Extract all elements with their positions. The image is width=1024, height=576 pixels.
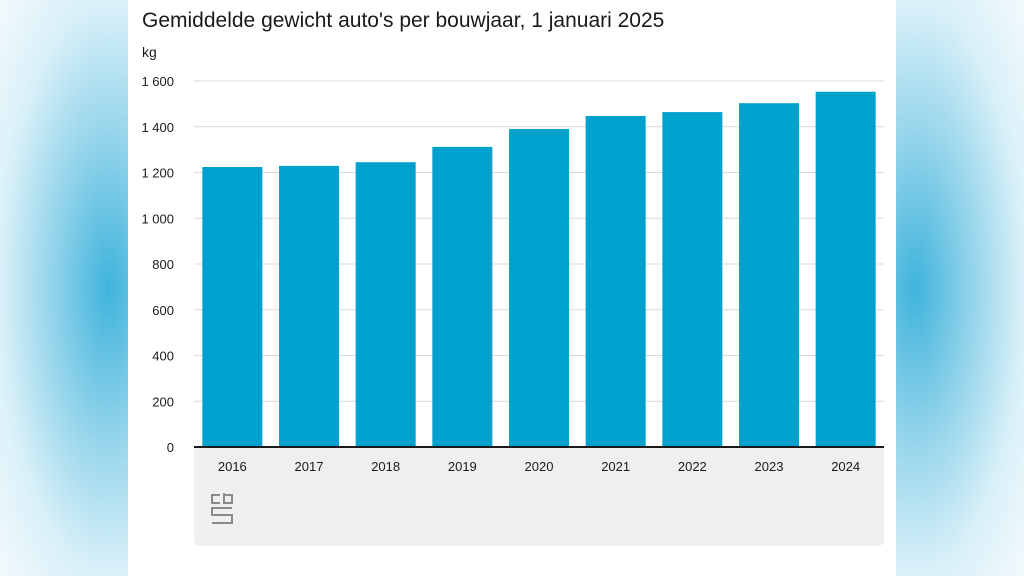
x-tick-label: 2018 (371, 459, 400, 474)
y-tick-label: 400 (152, 349, 174, 364)
y-tick-label: 200 (152, 394, 174, 409)
bar (279, 165, 339, 447)
chart-title: Gemiddelde gewicht auto's per bouwjaar, … (142, 9, 665, 32)
y-tick-label: 600 (152, 303, 174, 318)
y-tick-label: 1 200 (141, 166, 174, 181)
bar (509, 129, 569, 447)
bar (432, 146, 493, 447)
left-blurred-background (0, 0, 128, 576)
right-blurred-background (896, 0, 1024, 576)
y-tick-label: 0 (167, 440, 174, 455)
bar (739, 103, 799, 447)
x-tick-label: 2016 (218, 459, 247, 474)
x-tick-label: 2022 (678, 459, 707, 474)
x-tick-label: 2019 (448, 459, 477, 474)
bar-chart: 0 200 400 600 800 1 000 1 200 1 400 1 600 2016 201… (141, 74, 884, 474)
cbs-logo-icon (211, 493, 233, 524)
y-tick-label: 1 400 (141, 120, 174, 135)
bar (815, 91, 876, 447)
bar (202, 167, 263, 447)
bar (662, 112, 723, 448)
y-tick-label: 800 (152, 257, 174, 272)
x-tick-label: 2021 (601, 459, 630, 474)
x-tick-label: 2020 (525, 459, 554, 474)
y-axis-unit-label: kg (142, 44, 157, 60)
x-tick-label: 2023 (755, 459, 784, 474)
y-tick-label: 1 600 (141, 74, 174, 89)
bar (585, 115, 646, 447)
chart-card: Gemiddelde gewicht auto's per bouwjaar, … (128, 0, 896, 576)
bar (355, 162, 416, 448)
x-tick-label: 2017 (295, 459, 324, 474)
x-tick-label: 2024 (831, 459, 860, 474)
chart-footer (194, 448, 884, 546)
y-tick-label: 1 000 (141, 211, 174, 226)
